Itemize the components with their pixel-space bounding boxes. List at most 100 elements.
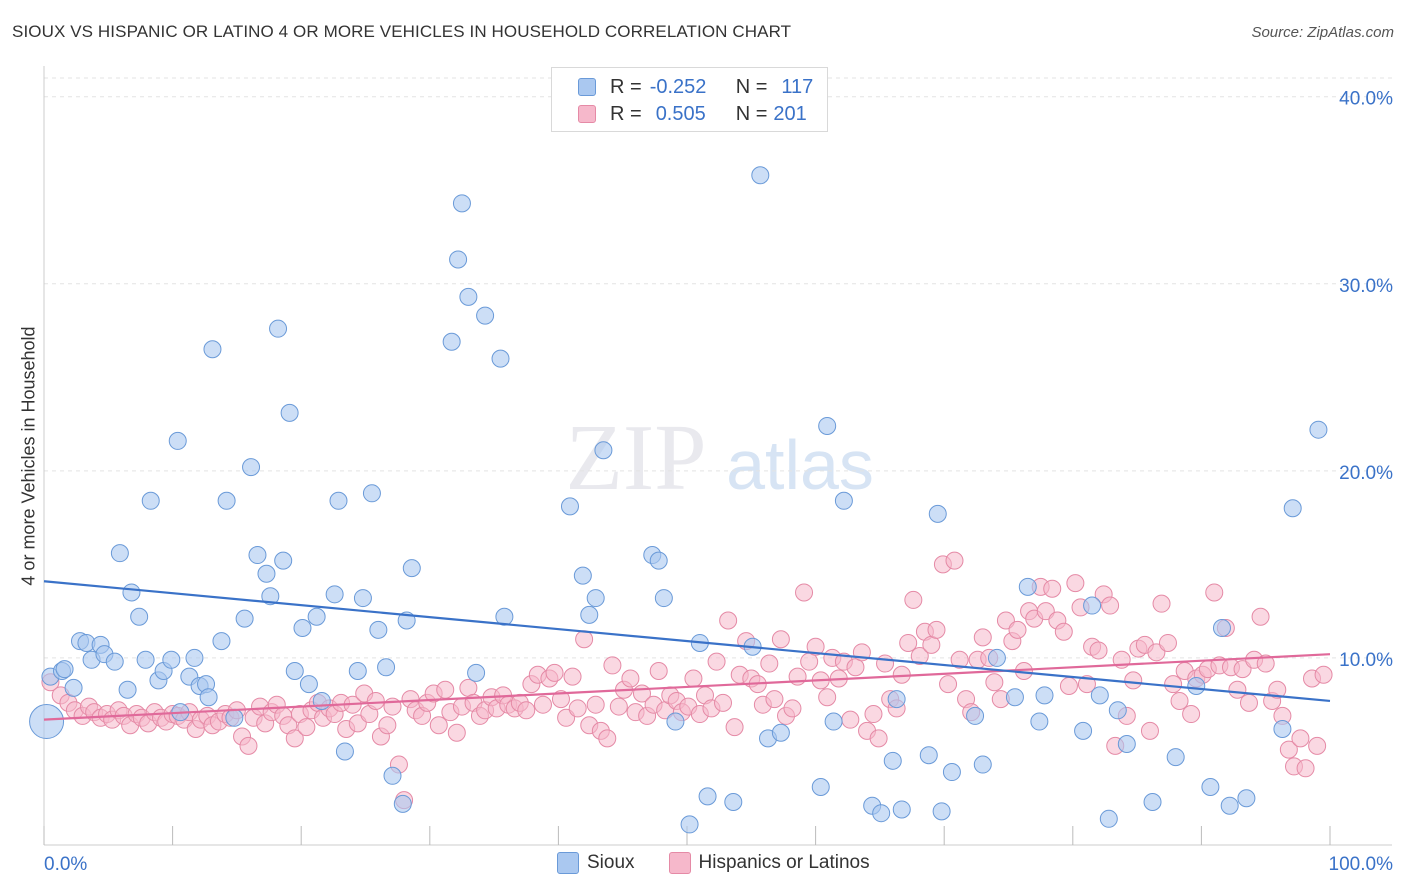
series-swatch-sioux [557, 852, 579, 874]
sioux-point [1283, 499, 1302, 518]
hispanic-point [621, 669, 640, 688]
sioux-point [64, 678, 83, 697]
hispanic-point [910, 647, 929, 666]
y-tick-label: 30.0% [1339, 276, 1393, 297]
sioux-point [1030, 712, 1049, 731]
hispanic-point [841, 710, 860, 729]
y-tick-label: 40.0% [1339, 89, 1393, 110]
sioux-point [887, 690, 906, 709]
hispanic-point [429, 716, 448, 735]
hispanic-point [869, 729, 888, 748]
legend-r-value: -0.252 [649, 75, 707, 98]
hispanic-points [41, 551, 1333, 810]
hispanic-point [846, 658, 865, 677]
watermark-zip: ZIP [566, 406, 707, 510]
hispanic-point [649, 662, 668, 681]
hispanic-point [771, 630, 790, 649]
sioux-point [325, 585, 344, 604]
hispanic-point [1152, 594, 1171, 613]
sioux-point [105, 652, 124, 671]
sioux-point [203, 340, 222, 359]
sioux-point [402, 559, 421, 578]
sioux-point [987, 648, 1006, 667]
series-label-sioux: Sioux [587, 852, 635, 873]
sioux-point [1237, 789, 1256, 808]
sioux-point [966, 706, 985, 725]
hispanic-point [760, 654, 779, 673]
sioux-point [242, 458, 261, 477]
sioux-point [261, 587, 280, 606]
hispanic-point [436, 680, 455, 699]
sioux-point [329, 491, 348, 510]
y-axis-label: 4 or more Vehicles in Household [18, 326, 39, 586]
sioux-point [136, 650, 155, 669]
sioux-point [1220, 796, 1239, 815]
hispanic-point [598, 729, 617, 748]
sioux-point [476, 306, 495, 325]
hispanic-point [939, 675, 958, 694]
hispanic-point [922, 635, 941, 654]
sioux-point [269, 319, 288, 338]
hispanic-point [973, 628, 992, 647]
hispanic-point [575, 630, 594, 649]
sioux-point [225, 708, 244, 727]
hispanic-point [818, 688, 837, 707]
hispanic-point [1089, 641, 1108, 660]
sioux-point [973, 755, 992, 774]
sioux-point [1005, 688, 1024, 707]
sioux-point [1074, 721, 1093, 740]
sioux-point [118, 680, 137, 699]
grid-lines [44, 77, 1392, 659]
hispanic-point [795, 583, 814, 602]
sioux-point [1083, 596, 1102, 615]
hispanic-point [1124, 671, 1143, 690]
sioux-point [55, 660, 74, 679]
hispanic-point [1239, 693, 1258, 712]
trend-lines [43, 580, 1331, 721]
sioux-point [29, 704, 65, 740]
hispanic-point [806, 637, 825, 656]
sioux-point [942, 763, 961, 782]
correlation-legend: R = -0.252 N = 117 R = 0.505 N = 201 [551, 67, 828, 132]
legend-r-value: 0.505 [655, 102, 706, 125]
sioux-point [369, 620, 388, 639]
hispanic-point [1308, 736, 1327, 755]
hispanic-point [459, 678, 478, 697]
legend-n-label: N = [735, 75, 768, 98]
hispanic-point [904, 590, 923, 609]
axes [43, 66, 1392, 846]
sioux-point [1273, 720, 1292, 739]
hispanic-point [783, 699, 802, 718]
sioux-point [335, 742, 354, 761]
hispanic-point [864, 705, 883, 724]
sioux-point [491, 349, 510, 368]
hispanic-point [551, 690, 570, 709]
chart-title: SIOUX VS HISPANIC OR LATINO 4 OR MORE VE… [12, 22, 792, 41]
sioux-point [248, 546, 267, 565]
sioux-point [1099, 809, 1118, 828]
hispanic-point [297, 718, 316, 737]
hispanic-point [1008, 620, 1027, 639]
sioux-point [680, 815, 699, 834]
tick-labels: 10.0% 20.0% 30.0% 40.0% 0.0% 100.0% [44, 89, 1393, 875]
sioux-point [348, 662, 367, 681]
hispanic-point [1101, 596, 1120, 615]
sioux-point [1090, 686, 1109, 705]
sioux-point [307, 607, 326, 626]
sioux-points [29, 166, 1328, 834]
hispanic-point [1228, 680, 1247, 699]
x-tick-label-min: 0.0% [44, 854, 87, 875]
sioux-point [449, 250, 468, 269]
sioux-point [932, 802, 951, 821]
hispanic-point [1291, 729, 1310, 748]
x-tick-label-max: 100.0% [1329, 854, 1394, 875]
sioux-point [393, 794, 412, 813]
hispanic-point [800, 652, 819, 671]
hispanic-point [1077, 675, 1096, 694]
legend-swatch-hispanic [578, 105, 596, 123]
hispanic-point [1170, 691, 1189, 710]
legend-swatch-sioux [578, 78, 596, 96]
sioux-point [580, 605, 599, 624]
legend-row-sioux: R = -0.252 N = 117 [578, 76, 813, 98]
hispanic-point [517, 701, 536, 720]
